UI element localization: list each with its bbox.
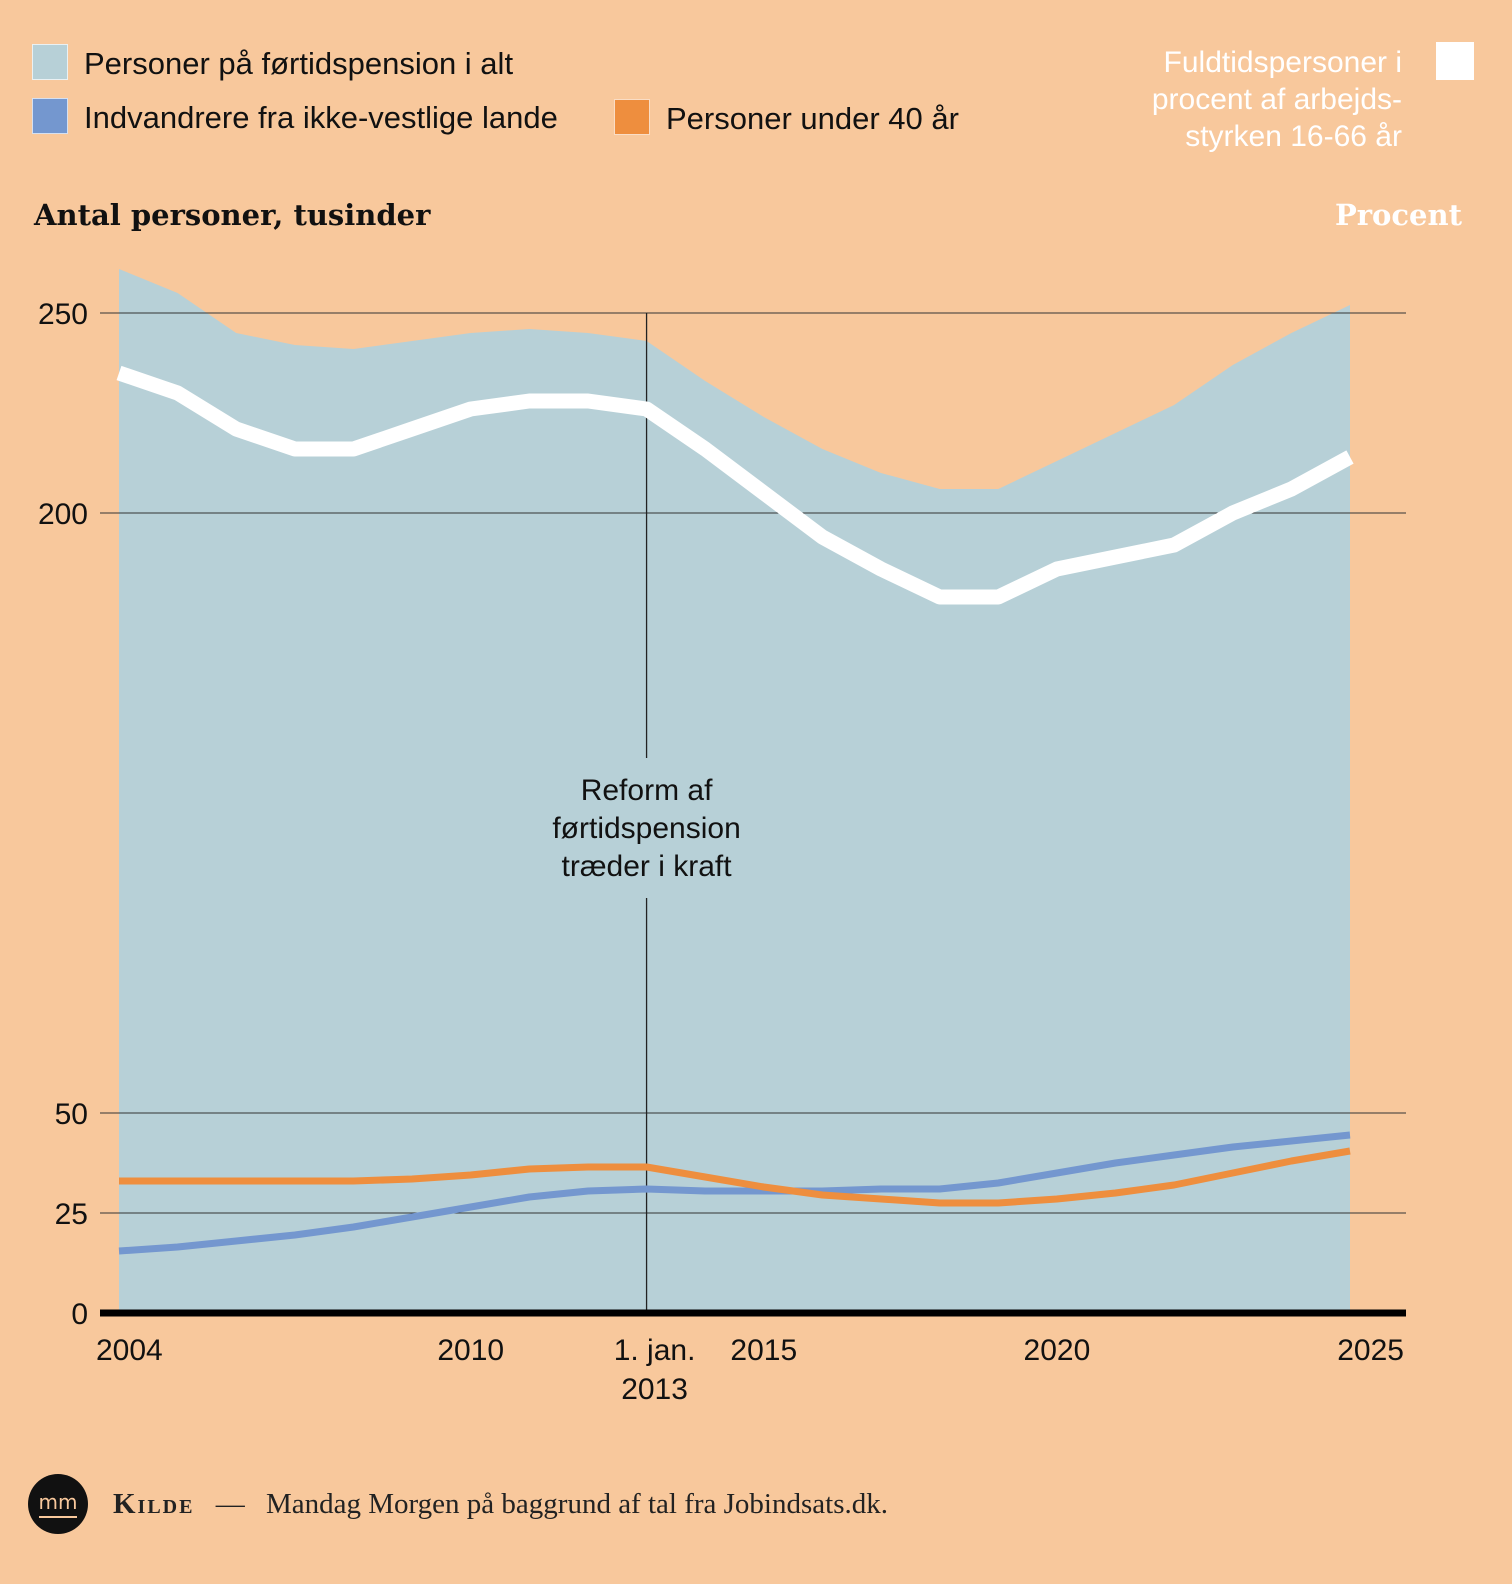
area-layer — [119, 269, 1350, 1313]
x-tick-label-2020: 2020 — [1024, 1334, 1091, 1367]
source-dash: — — [215, 1488, 245, 1520]
source-kilde-label: Kilde — [113, 1488, 195, 1520]
legend-label-fulltime-line-3: styrken 16-66 år — [1185, 120, 1402, 153]
annotation-layer: Reform af førtidspension træder i kraft — [552, 313, 741, 1313]
legend-swatch-under-40 — [614, 99, 650, 135]
mandag-morgen-logo: mm — [28, 1474, 88, 1534]
legend-label-total: Personer på førtidspension i alt — [84, 46, 514, 81]
logo-underline — [39, 1516, 77, 1518]
y-tick-label-50: 50 — [55, 1098, 88, 1131]
y-tick-label-250: 250 — [38, 298, 88, 331]
y-tick-label-200: 200 — [38, 498, 88, 531]
legend-swatch-immigrants — [32, 98, 68, 134]
area-series-total — [119, 269, 1350, 1313]
legend-label-under-40: Personer under 40 år — [666, 101, 959, 136]
left-axis-title: Antal personer, tusinder — [34, 198, 431, 232]
grid-layer — [100, 312, 1406, 1214]
y-tick-label-25: 25 — [55, 1198, 88, 1231]
legend-label-fulltime: Fuldtidspersoner i procent af arbejds- s… — [1082, 44, 1402, 155]
line-series-fulltime-percent — [116, 365, 1354, 605]
legend-swatch-fulltime — [1436, 42, 1474, 80]
x-tick-label-2013-line-2: 2013 — [621, 1373, 688, 1406]
y-tick-label-0: 0 — [71, 1298, 88, 1331]
legend-label-fulltime-line-1: Fuldtidspersoner i — [1163, 46, 1402, 79]
axis-layer: 0 25 50 200 250 2004 2010 1. jan. 2013 2015 2020 20… — [38, 298, 1406, 1406]
line-series-immigrants — [118, 1131, 1351, 1255]
logo-text: mm — [38, 1490, 78, 1514]
legend-label-immigrants: Indvandrere fra ikke-vestlige lande — [84, 100, 558, 135]
source-text: Mandag Morgen på baggrund af tal fra Job… — [265, 1488, 888, 1520]
annotation-text-line-3: træder i kraft — [562, 850, 733, 883]
annotation-text-line-2: førtidspension — [552, 812, 740, 845]
source-note: Kilde — Mandag Morgen på baggrund af tal… — [113, 1488, 888, 1521]
right-axis-title: Procent — [1334, 198, 1462, 232]
line-layer — [116, 365, 1354, 1255]
legend-swatch-total — [32, 44, 68, 80]
annotation-text-line-1: Reform af — [581, 774, 713, 807]
line-series-under-40 — [119, 1147, 1351, 1207]
x-tick-label-2004: 2004 — [96, 1334, 163, 1367]
x-tick-label-2015: 2015 — [730, 1334, 797, 1367]
legend-label-fulltime-line-2: procent af arbejds- — [1151, 83, 1402, 116]
x-tick-label-2010: 2010 — [437, 1334, 504, 1367]
x-tick-label-2013: 1. jan. — [614, 1334, 696, 1367]
x-tick-label-2025: 2025 — [1337, 1334, 1404, 1367]
